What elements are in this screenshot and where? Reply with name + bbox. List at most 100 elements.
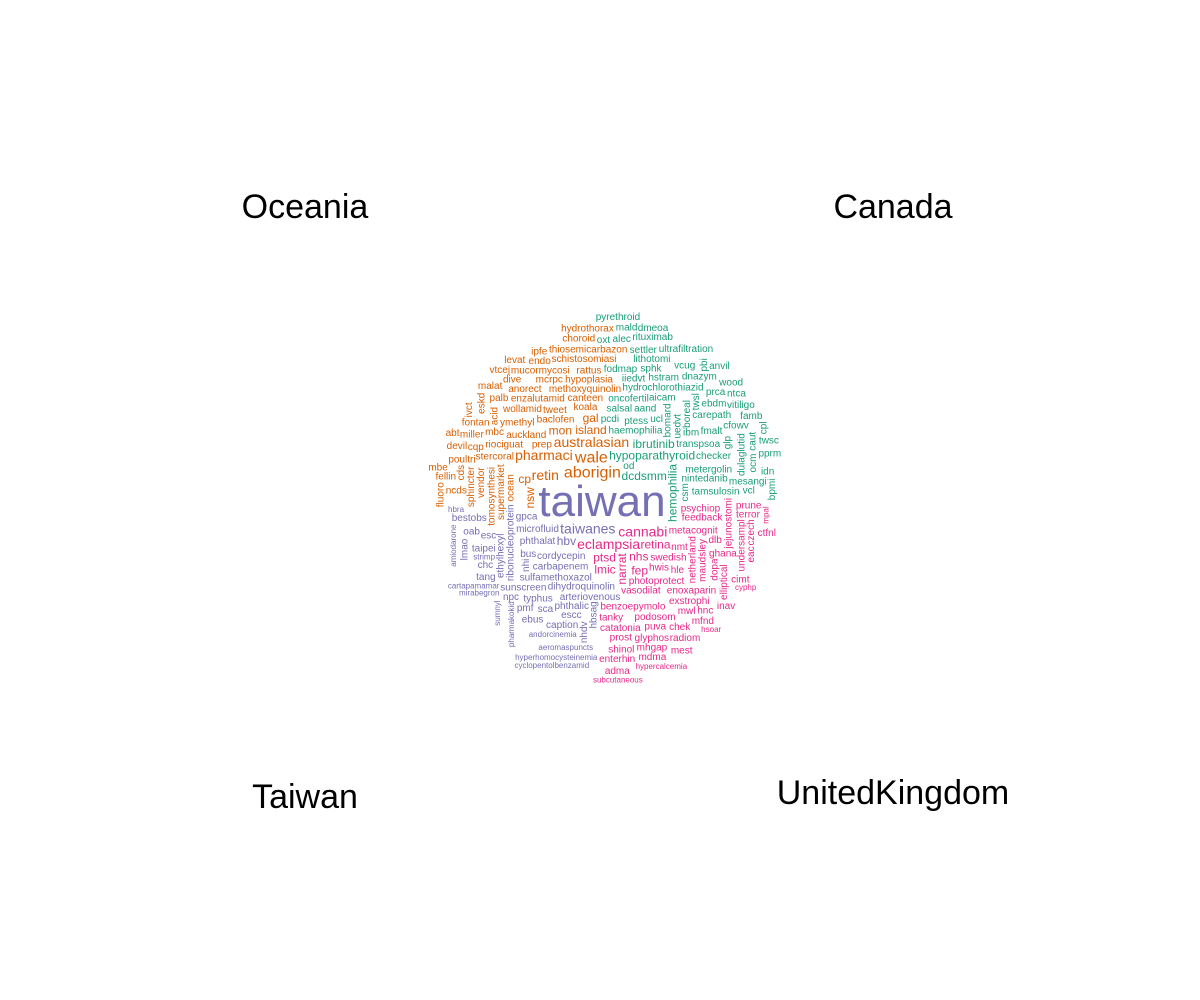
cloud-word: taiwanes (560, 521, 615, 537)
cloud-word: mdma (638, 652, 666, 663)
cloud-word: dlb (709, 535, 723, 546)
cloud-word: lmao (459, 538, 470, 560)
cloud-word: fluoro (436, 482, 447, 507)
cloud-word: malat (478, 381, 503, 392)
cloud-word: prune (736, 500, 762, 511)
cloud-word: koala (573, 402, 597, 413)
cloud-word: bpmi (767, 479, 778, 501)
cloud-word: eclampsia (577, 536, 640, 552)
cloud-word: strimp (473, 552, 495, 561)
cloud-word: mpal (761, 506, 770, 524)
cloud-word: chc (478, 560, 494, 571)
cloud-word: settler (630, 345, 658, 356)
cloud-word: lmic (594, 562, 615, 576)
cloud-word: subcutaneous (593, 675, 643, 684)
cloud-word: ebdm (701, 398, 726, 409)
cloud-word: puva (644, 622, 666, 633)
cloud-word: hemophilia (666, 464, 680, 522)
cloud-word: cpl (759, 421, 770, 434)
cloud-word: vcug (674, 361, 695, 372)
cloud-word: jejunostomi (724, 498, 735, 550)
cloud-word: fmalt (701, 426, 723, 437)
cloud-word: ncds (446, 486, 467, 497)
cloud-word: maudsley (697, 539, 708, 582)
cloud-word: taiwan (538, 477, 665, 526)
cloud-word: baclofen (537, 415, 575, 426)
cloud-word: nintedanib (681, 473, 728, 484)
cloud-word: gal (583, 411, 599, 425)
cloud-word: cds (456, 465, 467, 481)
cloud-word: ibrutinib (633, 437, 675, 451)
cloud-word: enzalutamid (511, 394, 565, 405)
cloud-word: sumnyl (493, 600, 502, 626)
cloud-word: inav (717, 601, 735, 612)
cloud-word: fodmap (604, 364, 638, 375)
cloud-word: nmt (671, 542, 688, 553)
cloud-word: netherland (687, 536, 698, 583)
cloud-word: oncofertil (608, 394, 649, 405)
cloud-word: dcdsmm (622, 469, 667, 483)
cloud-word: hwis (649, 563, 669, 574)
cloud-word: hbra (448, 505, 465, 514)
cloud-word: benzoepymolo (600, 602, 665, 613)
cloud-word: caption (546, 620, 578, 631)
cloud-word: dnazym (682, 371, 717, 382)
cloud-word: hydrochlorothiazid (622, 383, 703, 394)
cloud-word: eac (746, 546, 757, 562)
cloud-word: pharmakokid (507, 601, 516, 647)
cloud-word: glp (722, 435, 733, 449)
cloud-word: amiodarone (449, 524, 458, 567)
cloud-word: ctfnl (758, 528, 776, 539)
cloud-word: canteen (568, 393, 604, 404)
cloud-word: mald (616, 323, 638, 334)
cloud-word: carbapenem (533, 561, 589, 572)
cloud-word: palb (490, 393, 509, 404)
cloud-word: mest (671, 645, 693, 656)
cloud-word: hyperhomocysteinemia (515, 653, 598, 662)
cloud-word: podosom (634, 612, 675, 623)
cloud-word: enoxaparin (667, 585, 716, 596)
cloud-word: photoprotect (629, 576, 685, 587)
cloud-word: cannabi (618, 523, 667, 539)
cloud-word: mesangi (729, 476, 767, 487)
cloud-word: metacognit (669, 525, 718, 536)
cloud-word: aborigin (564, 465, 621, 482)
cloud-word: retin (532, 467, 559, 483)
cloud-word: pbi (699, 358, 710, 371)
cloud-word: thiosemicarbazon (549, 344, 627, 355)
cloud-word: aand (634, 404, 656, 415)
cloud-word: dive (503, 374, 522, 385)
cloud-word: twsl (691, 393, 702, 410)
cloud-word: cyphp (735, 583, 757, 592)
cloud-word: methoxyquinolin (549, 384, 621, 395)
cloud-word: choroid (562, 333, 595, 344)
cloud-word: prost (610, 632, 632, 643)
group-label-unitedkingdom: UnitedKingdom (777, 774, 1009, 812)
cloud-word: rituximab (632, 332, 673, 343)
cloud-word: cqp (468, 442, 485, 453)
cloud-word: oxt (597, 335, 611, 346)
cloud-word: mcrpc (536, 375, 563, 386)
cloud-word: typhus (523, 593, 552, 604)
cloud-word: mon (549, 423, 572, 437)
cloud-word: eskd (477, 393, 488, 414)
cloud-word: bomard (663, 403, 674, 437)
cloud-word: escc (561, 610, 582, 621)
cloud-word: haemophilia (608, 426, 662, 437)
cloud-word: arteriovenous (560, 592, 621, 603)
cloud-word: stercoral (476, 452, 514, 463)
cloud-word: auckland (506, 430, 546, 441)
cloud-word: esc (481, 530, 497, 541)
cloud-word: bus (520, 549, 536, 560)
cloud-word: poultri (448, 454, 475, 465)
cloud-word: nsw (523, 487, 537, 509)
cloud-word: ocean (505, 474, 516, 501)
cloud-word: boreal (682, 400, 693, 428)
cloud-word: aicam (649, 393, 676, 404)
cloud-word: riociguat (485, 440, 523, 451)
cloud-word: ptsd (593, 550, 616, 564)
cloud-word: elliptical (719, 564, 730, 600)
cloud-word: abt (446, 428, 460, 439)
cloud-word: cp (518, 472, 531, 486)
